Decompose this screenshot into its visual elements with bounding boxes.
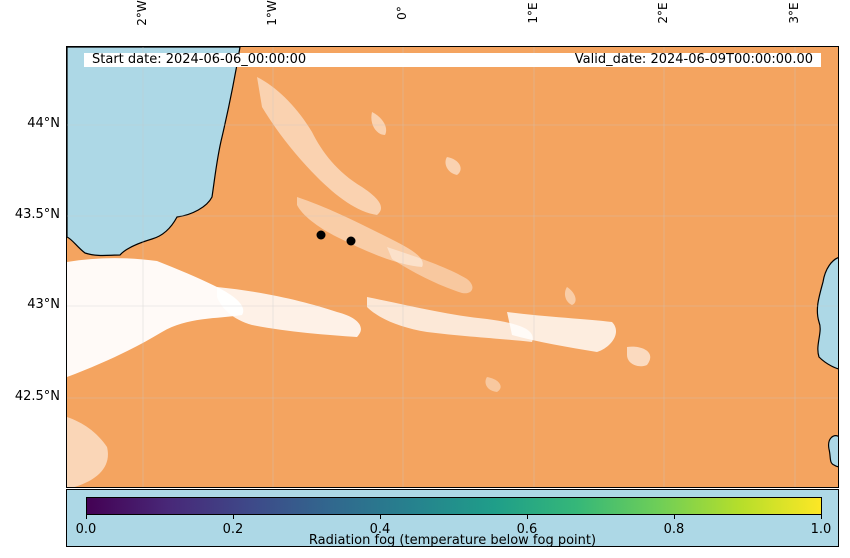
colorbar-tickmark xyxy=(821,515,822,519)
lat-tick-label: 44°N xyxy=(27,116,60,131)
colorbar-tickmark xyxy=(86,515,87,519)
colorbar-tick-label: 0.6 xyxy=(516,522,538,537)
lon-tick-label: 1°E xyxy=(526,2,540,24)
lat-tick-label: 43°N xyxy=(27,297,60,312)
colorbar-tick-label: 0.0 xyxy=(75,522,97,537)
colorbar-gradient xyxy=(86,497,822,515)
colorbar-tick-label: 0.2 xyxy=(222,522,244,537)
colorbar-tickmark xyxy=(674,515,675,519)
colorbar-tick-label: 1.0 xyxy=(810,522,832,537)
fog-field xyxy=(67,77,651,487)
lon-tick-label: 1°W xyxy=(265,0,279,26)
start-date-label: Start date: 2024-06-06_00:00:00 xyxy=(92,52,307,67)
colorbar-panel: 0.0 0.2 0.4 0.6 0.8 1.0 Radiation fog (t… xyxy=(66,489,839,548)
station-marker[interactable] xyxy=(316,230,326,240)
valid-date-label: Valid_date: 2024-06-09T00:00:00.00 xyxy=(574,52,813,67)
grid-lines xyxy=(67,47,838,487)
lat-tick-label: 42.5°N xyxy=(14,389,60,404)
sea-atlantic xyxy=(67,47,241,257)
colorbar-tickmark xyxy=(527,515,528,519)
lon-tick-label: 3°E xyxy=(787,2,801,24)
map-panel[interactable] xyxy=(66,46,839,488)
colorbar-tick-label: 0.8 xyxy=(663,522,685,537)
date-info-bar: Start date: 2024-06-06_00:00:00 Valid_da… xyxy=(84,53,821,67)
sea-mediterranean xyxy=(816,257,838,370)
station-marker[interactable] xyxy=(346,236,356,246)
lon-tick-label: 2°W xyxy=(135,0,149,26)
colorbar-tickmark xyxy=(380,515,381,519)
sea-mediterranean-south xyxy=(828,435,838,468)
lon-tick-label: 0° xyxy=(395,6,409,20)
colorbar-title: Radiation fog (temperature below fog poi… xyxy=(308,533,597,548)
lon-tick-label: 2°E xyxy=(656,2,670,24)
colorbar-tickmark xyxy=(233,515,234,519)
lat-tick-label: 43.5°N xyxy=(14,207,60,222)
map-canvas[interactable] xyxy=(67,47,839,488)
colorbar-tick-label: 0.4 xyxy=(369,522,391,537)
